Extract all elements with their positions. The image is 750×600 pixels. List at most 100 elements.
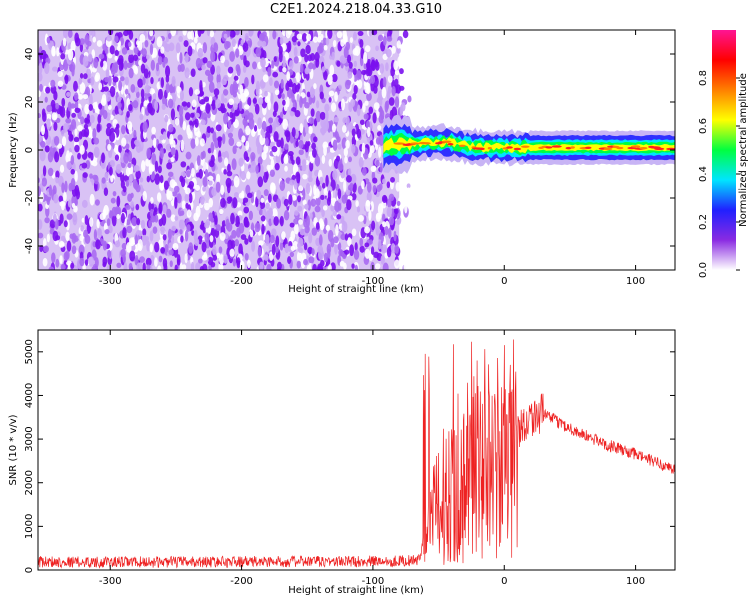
- noise-speckle: [266, 164, 271, 171]
- noise-speckle: [169, 179, 176, 189]
- noise-speckle: [204, 168, 209, 178]
- noise-speckle: [337, 242, 342, 251]
- noise-speckle: [286, 96, 290, 108]
- noise-speckle: [223, 74, 229, 82]
- noise-speckle: [393, 60, 399, 71]
- noise-speckle: [210, 261, 216, 268]
- noise-speckle: [38, 232, 44, 239]
- noise-speckle: [38, 203, 43, 212]
- noise-speckle: [281, 93, 285, 100]
- noise-speckle: [248, 30, 254, 37]
- noise-speckle: [111, 214, 117, 227]
- noise-speckle: [109, 160, 115, 166]
- noise-speckle: [150, 76, 154, 85]
- noise-speckle: [158, 239, 164, 250]
- noise-speckle: [152, 137, 157, 148]
- noise-speckle: [123, 262, 128, 270]
- noise-speckle: [293, 217, 299, 225]
- noise-speckle: [319, 111, 326, 120]
- noise-speckle: [106, 122, 112, 129]
- noise-speckle: [377, 34, 384, 42]
- noise-speckle: [368, 106, 374, 114]
- noise-speckle: [284, 165, 288, 172]
- noise-speckle: [109, 166, 113, 176]
- noise-speckle: [215, 252, 221, 259]
- noise-speckle: [325, 109, 329, 122]
- noise-speckle: [140, 88, 145, 99]
- noise-speckle: [89, 217, 94, 228]
- noise-speckle: [356, 70, 362, 82]
- noise-speckle: [172, 242, 179, 251]
- noise-speckle: [315, 222, 320, 230]
- noise-speckle: [292, 82, 297, 95]
- noise-speckle: [303, 258, 308, 266]
- noise-speckle: [213, 42, 219, 53]
- noise-speckle: [308, 232, 313, 244]
- noise-speckle: [267, 193, 272, 203]
- noise-speckle: [388, 216, 395, 226]
- noise-speckle: [197, 47, 204, 58]
- noise-speckle: [114, 154, 120, 161]
- noise-speckle: [119, 76, 125, 82]
- noise-speckle: [244, 32, 249, 42]
- noise-speckle: [133, 46, 139, 55]
- noise-speckle: [220, 197, 226, 208]
- noise-speckle: [179, 114, 184, 126]
- noise-speckle: [340, 39, 345, 47]
- noise-speckle: [275, 235, 280, 248]
- noise-speckle: [241, 135, 246, 143]
- noise-speckle: [42, 257, 48, 267]
- noise-speckle: [134, 139, 140, 146]
- noise-speckle: [309, 212, 313, 220]
- noise-speckle: [110, 66, 116, 76]
- noise-speckle: [262, 74, 269, 83]
- noise-speckle: [215, 124, 222, 132]
- noise-speckle: [134, 234, 139, 247]
- noise-speckle: [346, 199, 352, 211]
- noise-speckle: [257, 156, 263, 165]
- noise-speckle: [287, 256, 292, 265]
- noise-speckle: [165, 82, 170, 94]
- noise-speckle: [279, 215, 284, 227]
- noise-speckle: [142, 190, 147, 202]
- noise-speckle: [285, 131, 291, 143]
- noise-speckle: [351, 192, 357, 201]
- noise-speckle: [148, 220, 152, 228]
- noise-speckle: [380, 254, 385, 265]
- noise-speckle: [209, 235, 214, 243]
- noise-speckle: [110, 197, 116, 204]
- noise-speckle: [173, 185, 180, 193]
- noise-speckle: [174, 264, 178, 270]
- noise-speckle: [271, 146, 278, 153]
- noise-speckle: [133, 165, 140, 172]
- noise-speckle: [67, 30, 73, 39]
- noise-speckle: [199, 104, 205, 112]
- noise-speckle: [391, 85, 396, 97]
- noise-speckle: [89, 114, 95, 124]
- noise-speckle: [386, 36, 393, 42]
- noise-speckle: [282, 55, 286, 65]
- noise-speckle: [364, 45, 371, 53]
- noise-speckle: [64, 74, 69, 85]
- noise-speckle: [167, 32, 172, 40]
- noise-speckle: [214, 215, 218, 226]
- noise-speckle: [200, 119, 206, 126]
- noise-speckle: [357, 214, 364, 222]
- noise-speckle: [231, 229, 237, 239]
- noise-speckle: [227, 163, 231, 173]
- noise-speckle: [263, 254, 269, 261]
- noise-speckle: [230, 240, 236, 249]
- noise-speckle: [344, 156, 348, 164]
- noise-speckle: [184, 112, 191, 121]
- noise-speckle: [381, 244, 387, 254]
- noise-speckle: [179, 210, 185, 216]
- noise-speckle: [82, 94, 89, 100]
- noise-speckle: [344, 233, 349, 241]
- noise-speckle: [247, 259, 251, 269]
- noise-speckle: [139, 113, 144, 121]
- noise-speckle: [297, 41, 301, 47]
- signal-hotspot: [551, 145, 562, 148]
- y-tick-label: 3000: [24, 426, 35, 451]
- noise-speckle: [70, 40, 76, 53]
- noise-speckle: [185, 170, 191, 178]
